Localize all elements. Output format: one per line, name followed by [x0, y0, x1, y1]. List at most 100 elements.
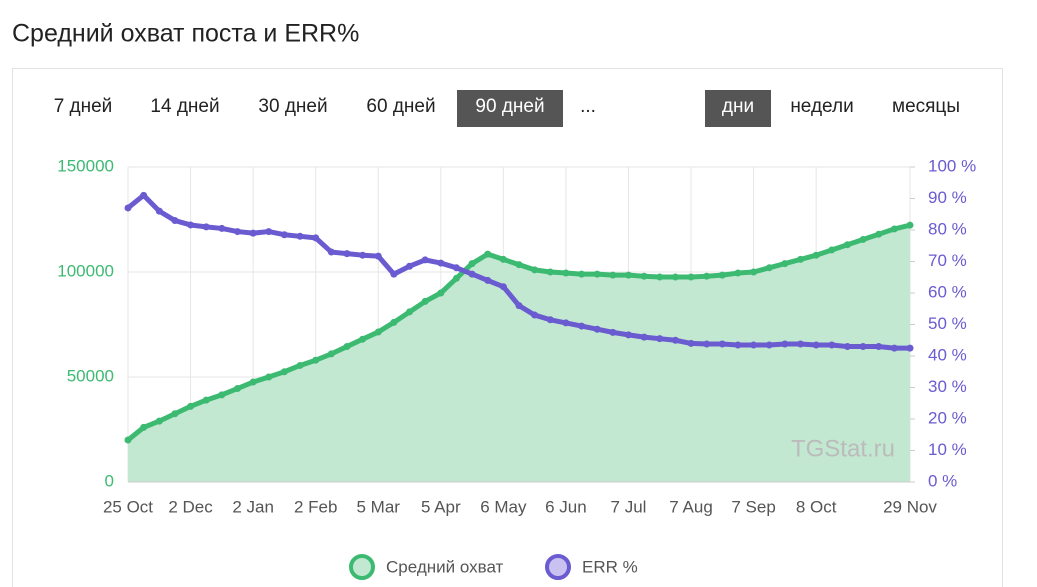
point — [875, 230, 883, 238]
point — [265, 228, 273, 236]
legend-marker[interactable] — [545, 554, 571, 580]
point — [140, 423, 148, 431]
point — [546, 316, 554, 324]
legend-label[interactable]: ERR % — [582, 557, 638, 576]
y2-tick-label: 80 % — [928, 219, 967, 238]
y2-tick-label: 70 % — [928, 251, 967, 270]
point — [265, 373, 273, 381]
legend: Средний охват ERR % — [349, 554, 638, 580]
point — [374, 328, 382, 336]
point — [312, 234, 320, 242]
x-tick-label: 6 Jun — [545, 497, 587, 516]
point — [718, 340, 726, 348]
point — [421, 256, 429, 264]
point — [875, 343, 883, 351]
x-tick-label: 2 Jan — [232, 497, 274, 516]
point — [202, 223, 210, 231]
watermark: TGStat.ru — [791, 435, 895, 462]
point — [515, 261, 523, 269]
point — [187, 402, 195, 410]
x-tick-label: 8 Oct — [796, 497, 837, 516]
y2-tick-label: 90 % — [928, 188, 967, 207]
point — [140, 191, 148, 199]
point — [812, 251, 820, 259]
point — [312, 356, 320, 364]
point — [750, 341, 758, 349]
granularity-button[interactable]: месяцы — [892, 96, 960, 117]
point — [890, 344, 898, 352]
point — [609, 328, 617, 336]
point — [171, 217, 179, 225]
x-tick-label: 7 Jul — [611, 497, 647, 516]
period-button[interactable]: 7 дней — [54, 96, 113, 117]
period-button[interactable]: 60 дней — [366, 96, 435, 117]
point — [343, 250, 351, 258]
point — [656, 335, 664, 343]
point — [155, 417, 163, 425]
legend-label[interactable]: Средний охват — [386, 557, 504, 576]
point — [765, 264, 773, 272]
x-tick-label: 29 Nov — [883, 497, 937, 516]
period-button[interactable]: 14 дней — [150, 96, 219, 117]
point — [296, 232, 304, 240]
point — [531, 266, 539, 274]
point — [703, 272, 711, 280]
point — [218, 391, 226, 399]
point — [468, 270, 476, 278]
point — [327, 248, 335, 256]
point — [593, 270, 601, 278]
point — [280, 231, 288, 239]
point — [484, 276, 492, 284]
active-granularity-bg — [705, 90, 771, 127]
point — [687, 273, 695, 281]
period-button[interactable]: 30 дней — [258, 96, 327, 117]
point — [390, 270, 398, 278]
point — [171, 410, 179, 418]
point — [359, 335, 367, 343]
granularity-button[interactable]: недели — [790, 96, 853, 117]
y-tick-label: 100000 — [57, 261, 114, 280]
point — [562, 269, 570, 277]
x-tick-label: 7 Sep — [731, 497, 775, 516]
point — [656, 273, 664, 281]
point — [218, 224, 226, 232]
y2-tick-label: 60 % — [928, 282, 967, 301]
period-button[interactable]: 90 дней — [475, 96, 544, 117]
y2-tick-label: 0 % — [928, 471, 957, 490]
point — [640, 333, 648, 341]
point — [859, 235, 867, 243]
x-tick-label: 2 Feb — [294, 497, 337, 516]
point — [734, 269, 742, 277]
point — [187, 221, 195, 229]
period-button[interactable]: ... — [580, 96, 596, 117]
point — [484, 250, 492, 258]
point — [703, 340, 711, 348]
point — [578, 270, 586, 278]
x-tick-label: 7 Aug — [669, 497, 713, 516]
point — [249, 229, 257, 237]
point — [812, 341, 820, 349]
point — [280, 368, 288, 376]
y2-tick-label: 10 % — [928, 440, 967, 459]
point — [249, 378, 257, 386]
point — [327, 350, 335, 358]
point — [828, 341, 836, 349]
point — [687, 339, 695, 347]
granularity-button[interactable]: дни — [722, 96, 754, 117]
point — [390, 318, 398, 326]
x-tick-label: 2 Dec — [168, 497, 213, 516]
y-tick-label: 50000 — [67, 366, 114, 385]
point — [906, 344, 914, 352]
point — [155, 207, 163, 215]
point — [624, 331, 632, 339]
legend-marker[interactable] — [349, 554, 375, 580]
point — [406, 308, 414, 316]
point — [578, 322, 586, 330]
x-tick-label: 25 Oct — [103, 497, 153, 516]
point — [546, 268, 554, 276]
point — [797, 255, 805, 263]
point — [843, 241, 851, 249]
point — [781, 260, 789, 268]
point — [406, 262, 414, 270]
